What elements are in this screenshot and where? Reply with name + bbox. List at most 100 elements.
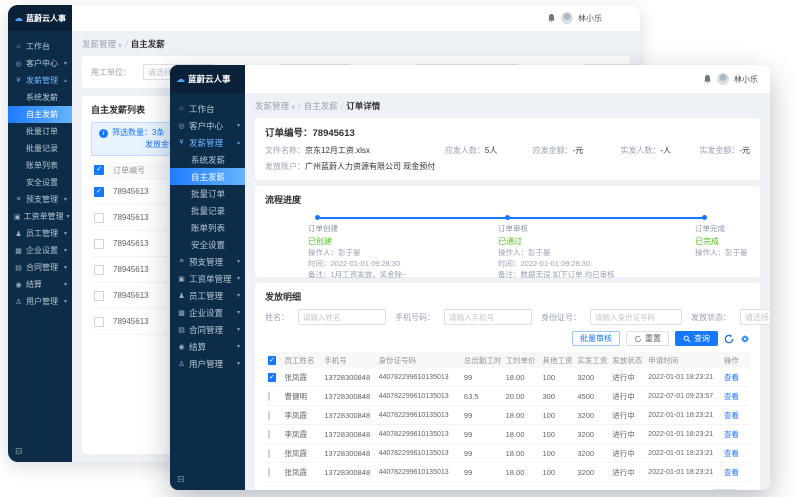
sidebar-item-self-payroll[interactable]: 自主发薪: [170, 168, 245, 185]
sidebar-item-label: 系统发薪: [26, 93, 58, 102]
due-count-label: 应发人数：: [444, 146, 485, 155]
user-name[interactable]: 林小乐: [578, 13, 602, 23]
sidebar-item-user-mgmt[interactable]: ♙ 用户管理 ▾: [8, 293, 72, 310]
row-checkbox[interactable]: [94, 316, 104, 327]
select-all-checkbox[interactable]: ✓: [94, 165, 104, 175]
sidebar-item-user-mgmt[interactable]: ♙ 用户管理 ▾: [170, 355, 245, 372]
row-checkbox[interactable]: [268, 468, 270, 477]
row-checkbox[interactable]: [94, 238, 104, 249]
sidebar-item-security-settings[interactable]: 安全设置: [8, 174, 72, 191]
sidebar-item-batch-order[interactable]: 批量订单: [170, 185, 245, 202]
sidebar-item-label: 结算: [189, 341, 207, 352]
sidebar-item-self-payroll[interactable]: 自主发薪: [8, 106, 72, 123]
row-checkbox[interactable]: [268, 411, 270, 420]
sidebar-item-advance-mgmt[interactable]: ≡ 预支管理 ▾: [8, 191, 72, 208]
row-checkbox[interactable]: [268, 430, 270, 439]
caret-icon: ∨: [291, 105, 296, 111]
phone-filter-input[interactable]: [444, 309, 532, 325]
gear-icon[interactable]: [740, 334, 750, 344]
breadcrumb-parent[interactable]: 自主发薪: [303, 101, 338, 111]
bell-icon[interactable]: [547, 13, 556, 23]
breadcrumb-root[interactable]: 发薪管理: [82, 39, 117, 49]
sidebar-item-employee-mgmt[interactable]: ♟ 员工管理 ▾: [8, 225, 72, 242]
chevron-down-icon: ▾: [236, 123, 240, 129]
avatar[interactable]: [717, 73, 729, 85]
sidebar-item-company-settings[interactable]: ▦ 企业设置 ▾: [8, 242, 72, 259]
row-checkbox[interactable]: ✓: [94, 186, 104, 197]
sidebar-item-batch-record[interactable]: 批量记录: [8, 140, 72, 157]
sidebar-item-system-payroll[interactable]: 系统发薪: [170, 151, 245, 168]
table-row[interactable]: ✓ 张凤霞 13728300848 440782299610135013 99 …: [265, 368, 750, 387]
sidebar-item-contract-mgmt[interactable]: ▤ 合同管理 ▾: [170, 321, 245, 338]
row-checkbox[interactable]: [94, 290, 104, 301]
sidebar-item-payslip-mgmt[interactable]: ▣ 工资单管理 ▾: [170, 270, 245, 287]
row-checkbox[interactable]: [94, 264, 104, 275]
sidebar-item-security-settings[interactable]: 安全设置: [170, 236, 245, 253]
batch-audit-button[interactable]: 批量审核: [572, 331, 620, 346]
refresh-icon[interactable]: [724, 333, 734, 344]
sidebar-item-label: 账单列表: [26, 161, 58, 170]
timeline-dot: [702, 215, 707, 220]
status-filter-select[interactable]: 请选择发放状态▾: [740, 309, 770, 325]
collapse-sidebar-icon[interactable]: ⊟: [177, 474, 185, 484]
sidebar-item-batch-record[interactable]: 批量记录: [170, 202, 245, 219]
row-checkbox[interactable]: [94, 212, 104, 223]
sidebar-item-system-payroll[interactable]: 系统发薪: [8, 89, 72, 106]
sidebar-item-bill-list[interactable]: 账单列表: [8, 157, 72, 174]
sidebar-item-payroll-mgmt[interactable]: ¥ 发薪管理 ▴: [8, 72, 72, 89]
view-link[interactable]: 查看: [723, 467, 739, 477]
table-row[interactable]: 张凤霞 13728300848 440782299610135013 99 18…: [265, 443, 750, 463]
collapse-sidebar-icon[interactable]: ⊟: [15, 446, 23, 456]
avatar[interactable]: [561, 12, 573, 24]
idcard-filter-input[interactable]: [590, 309, 682, 325]
row-checkbox[interactable]: [268, 392, 270, 401]
reset-button[interactable]: 重置: [626, 331, 669, 346]
sidebar-item-label: 账单列表: [191, 222, 226, 233]
sidebar-item-settlement[interactable]: ◉ 结算 ▾: [170, 338, 245, 355]
sidebar-item-company-settings[interactable]: ▦ 企业设置 ▾: [170, 304, 245, 321]
actual-count-label: 实发人数：: [620, 146, 661, 155]
reset-icon: [634, 334, 642, 343]
bell-icon[interactable]: [703, 74, 712, 84]
breadcrumb-separator: /: [125, 39, 128, 49]
sidebar-item-advance-mgmt[interactable]: ≡ 预支管理 ▾: [170, 253, 245, 270]
sidebar-item-bill-list[interactable]: 账单列表: [170, 219, 245, 236]
unit-filter-label: 用工单位：: [91, 67, 131, 77]
sidebar-item-payroll-mgmt[interactable]: ¥ 发薪管理 ▴: [170, 134, 245, 151]
table-row[interactable]: 曹健明 13728300848 440782299610135013 63.5 …: [265, 386, 750, 406]
user-name[interactable]: 林小乐: [734, 74, 758, 84]
row-checkbox[interactable]: ✓: [268, 373, 276, 382]
view-link[interactable]: 查看: [723, 448, 739, 458]
name-filter-input[interactable]: [298, 309, 386, 325]
sidebar-item-payslip-mgmt[interactable]: ▣ 工资单管理 ▾: [8, 208, 72, 225]
actual-amount-label: 实发金额：: [699, 146, 740, 155]
row-checkbox[interactable]: [268, 449, 270, 458]
view-link[interactable]: 查看: [723, 372, 739, 382]
sidebar-item-batch-order[interactable]: 批量订单: [8, 123, 72, 140]
sidebar-item-contract-mgmt[interactable]: ▤ 合同管理 ▾: [8, 259, 72, 276]
view-link[interactable]: 查看: [723, 391, 739, 401]
view-link[interactable]: 查看: [723, 410, 739, 420]
sidebar-item-settlement[interactable]: ◉ 结算 ▾: [8, 276, 72, 293]
sidebar-item-label: 安全设置: [26, 178, 58, 187]
employee-name: 张凤霞: [281, 368, 322, 387]
col-phone: 手机号: [321, 352, 376, 368]
sidebar-item-employee-mgmt[interactable]: ♟ 员工管理 ▾: [170, 287, 245, 304]
table-row[interactable]: 张凤霞 13728300848 440782299610135013 99 18…: [265, 462, 750, 482]
search-button[interactable]: 查询: [675, 331, 718, 346]
step-time: 时间：2022-01-01 09:28:30: [308, 259, 401, 269]
order-no: 78945613: [113, 213, 149, 222]
view-link[interactable]: 查看: [723, 429, 739, 439]
sidebar-item-customer-center[interactable]: ◎ 客户中心 ▾: [8, 55, 72, 72]
select-all-checkbox[interactable]: ✓: [268, 356, 276, 365]
table-row[interactable]: 李凤霞 13728300848 440782299610135013 99 18…: [265, 424, 750, 444]
breadcrumb-root[interactable]: 发薪管理: [255, 101, 290, 111]
actual-salary: 3200: [574, 462, 610, 482]
table-row[interactable]: 李凤霞 13728300848 440782299610135013 99 18…: [265, 405, 750, 425]
sidebar-item-workbench[interactable]: ⌂ 工作台: [170, 100, 245, 117]
breadcrumb: 发薪管理 ∨ / 自主发薪 / 订单详情: [255, 100, 760, 112]
per-page-select[interactable]: 10▾: [531, 489, 554, 490]
goto-page-input[interactable]: [713, 489, 737, 490]
sidebar-item-customer-center[interactable]: ◎ 客户中心 ▾: [170, 117, 245, 134]
sidebar-item-workbench[interactable]: ⌂ 工作台: [8, 38, 72, 55]
